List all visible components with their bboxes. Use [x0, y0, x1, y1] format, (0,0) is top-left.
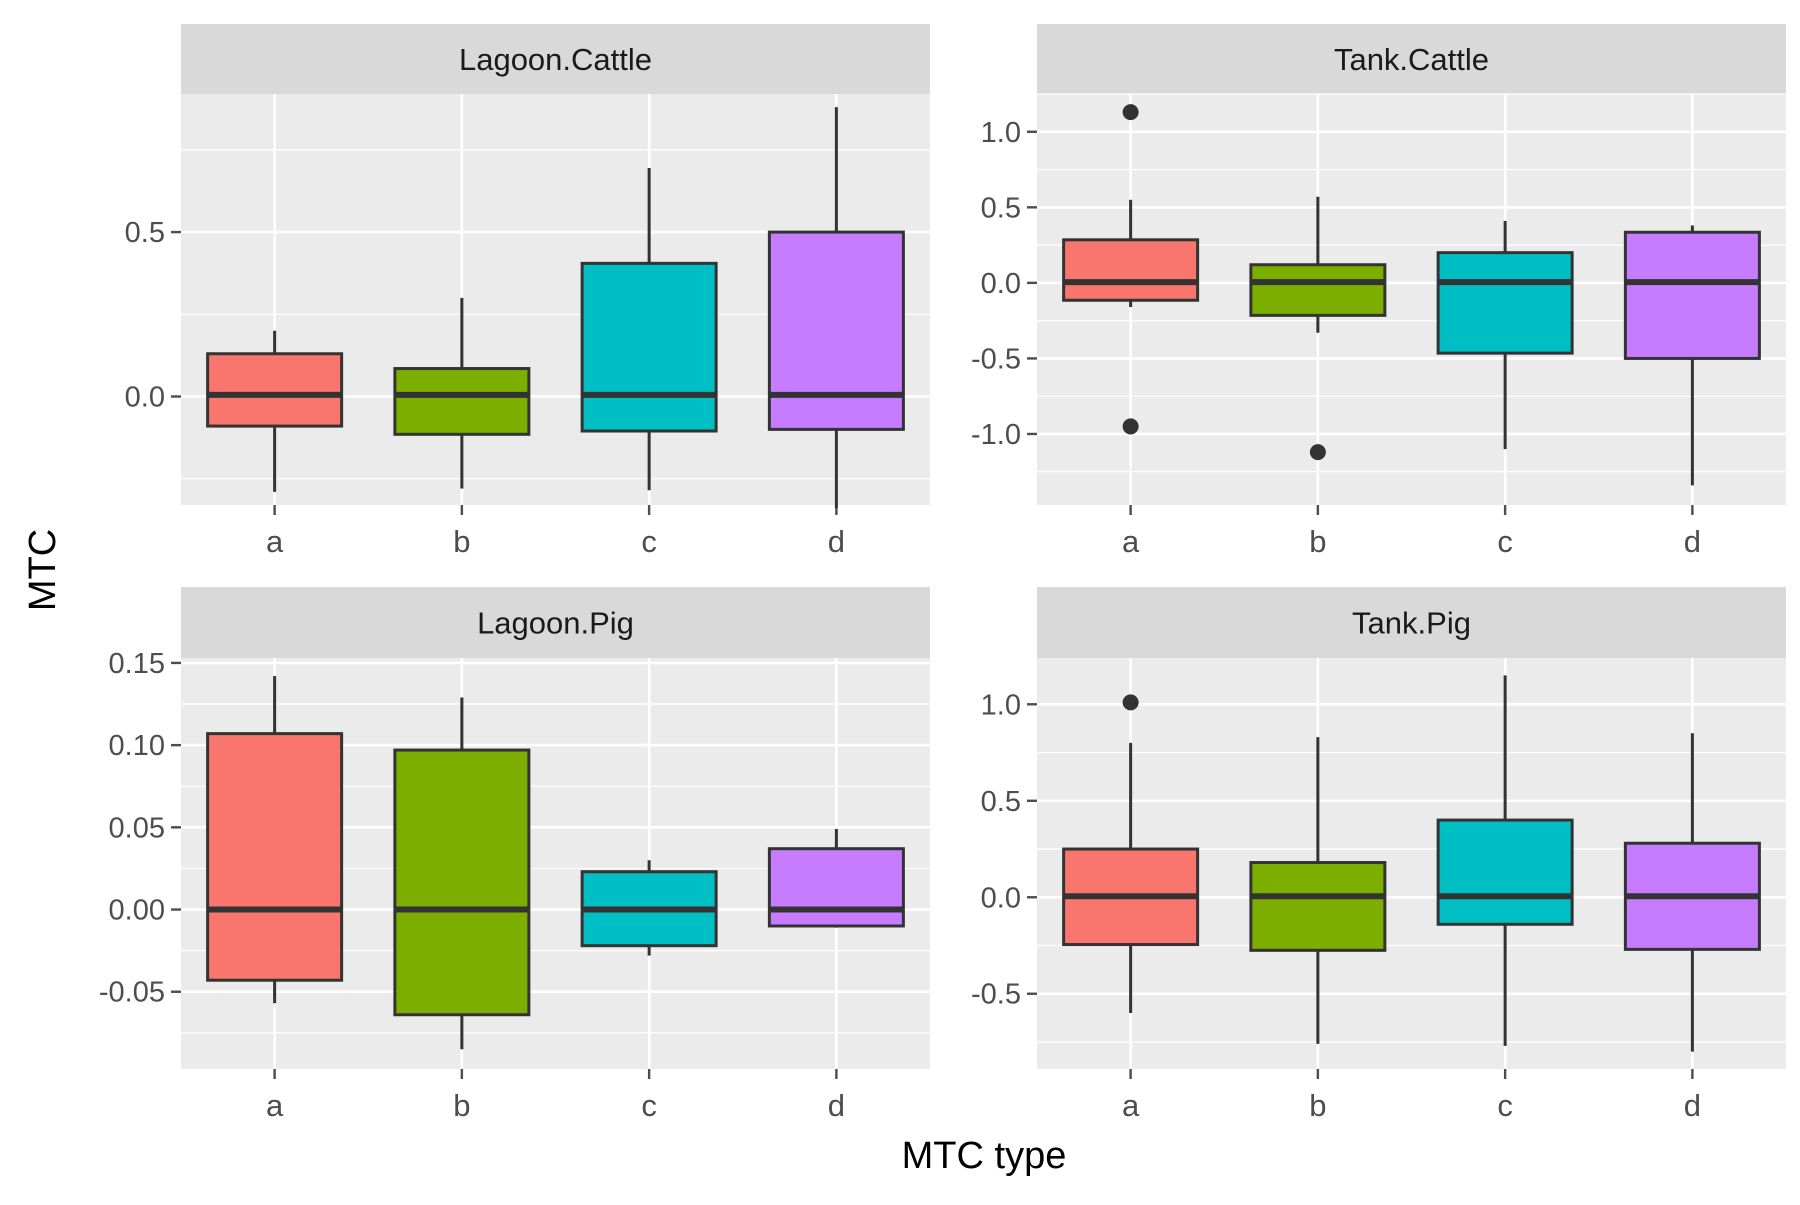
x-tick-label: a	[266, 1088, 284, 1123]
outlier-point	[1122, 694, 1139, 711]
boxplot-a	[1062, 694, 1200, 1014]
y-tick-label: 0.5	[981, 786, 1021, 818]
y-tick-label: 0.5	[125, 217, 165, 249]
box-body	[1249, 263, 1387, 317]
x-tick-label: a	[1122, 524, 1140, 559]
outlier-point	[1309, 444, 1326, 461]
y-tick-label: 0.10	[109, 730, 165, 762]
facet-strip-label: Lagoon.Pig	[477, 606, 634, 641]
y-tick-label: 1.0	[981, 117, 1021, 149]
x-tick-label: c	[1497, 524, 1513, 559]
y-tick-label: 0.05	[109, 812, 165, 844]
box-body	[206, 732, 344, 982]
y-tick-label: -0.05	[99, 977, 165, 1009]
facet-strip-label: Tank.Cattle	[1334, 42, 1489, 77]
boxplot-c	[1436, 675, 1574, 1046]
box-body	[393, 748, 531, 1017]
x-tick-label: b	[453, 524, 470, 559]
boxplot-a	[206, 676, 344, 1004]
x-tick-label: a	[1122, 1088, 1140, 1123]
boxplot-d	[1623, 733, 1761, 1052]
boxplot-b	[1249, 196, 1387, 461]
box-body	[393, 367, 531, 436]
boxplot-b	[393, 297, 531, 489]
y-tick-label: 0.5	[981, 192, 1021, 224]
boxplot-c	[580, 860, 718, 956]
y-tick-label: 0.00	[109, 895, 165, 927]
x-tick-label: d	[828, 1088, 845, 1123]
y-axis-label: MTC	[22, 529, 64, 611]
x-tick-label: d	[1684, 1088, 1701, 1123]
facet-strip	[1037, 587, 1786, 658]
y-tick-label: 0.0	[981, 268, 1021, 300]
boxplot-d	[767, 828, 905, 928]
y-tick-label: 0.0	[125, 381, 165, 413]
box-body	[1436, 818, 1574, 926]
facet-strip-label: Tank.Pig	[1352, 606, 1471, 641]
x-tick-label: a	[266, 524, 284, 559]
boxplot-b	[1249, 737, 1387, 1044]
box-body	[1436, 251, 1574, 355]
boxplot-c	[1436, 220, 1574, 450]
y-tick-label: 1.0	[981, 689, 1021, 721]
box-body	[580, 261, 718, 433]
facet-panel-lagoon-cattle: Lagoon.Cattle 0.0 0.5 a b c d	[125, 24, 930, 559]
box-body	[1249, 861, 1387, 952]
x-tick-label: c	[641, 524, 657, 559]
boxplot-a	[206, 330, 344, 492]
x-tick-label: c	[641, 1088, 657, 1123]
x-tick-label: d	[1684, 524, 1701, 559]
facet-panel-tank-pig: Tank.Pig -0.5 0.0 0.5 1.0 a b c d	[971, 587, 1786, 1123]
facet-strip	[181, 24, 930, 94]
facet-panel-tank-cattle: Tank.Cattle -1.0 -0.5 0.0 0.5 1.0 a b c d	[971, 24, 1786, 559]
outlier-point	[1122, 104, 1139, 121]
y-tick-label: -0.5	[971, 343, 1021, 375]
boxplot-d	[1623, 225, 1761, 486]
facet-strip-label: Lagoon.Cattle	[459, 42, 652, 77]
facet-strip	[1037, 24, 1786, 94]
y-tick-label: 0.15	[109, 648, 165, 680]
x-tick-label: b	[1309, 524, 1326, 559]
boxplot-c	[580, 167, 718, 491]
boxplot-d	[767, 107, 905, 509]
boxplot-b	[393, 697, 531, 1050]
x-tick-label: d	[828, 524, 845, 559]
y-tick-label: 0.0	[981, 882, 1021, 914]
x-tick-label: b	[1309, 1088, 1326, 1123]
box-body	[1623, 230, 1761, 360]
y-tick-label: -0.5	[971, 979, 1021, 1011]
box-body	[767, 847, 905, 928]
box-body	[767, 230, 905, 431]
box-body	[1062, 238, 1200, 302]
facet-panel-lagoon-pig: Lagoon.Pig -0.05 0.00 0.05 0.10 0.15 a b c d	[99, 587, 930, 1123]
y-tick-label: -1.0	[971, 419, 1021, 451]
x-axis-label: MTC type	[902, 1135, 1067, 1177]
x-tick-label: c	[1497, 1088, 1513, 1123]
box-body	[206, 352, 344, 428]
outlier-point	[1122, 418, 1139, 435]
boxplot-a	[1062, 104, 1200, 435]
x-tick-label: b	[453, 1088, 470, 1123]
facet-strip	[181, 587, 930, 658]
